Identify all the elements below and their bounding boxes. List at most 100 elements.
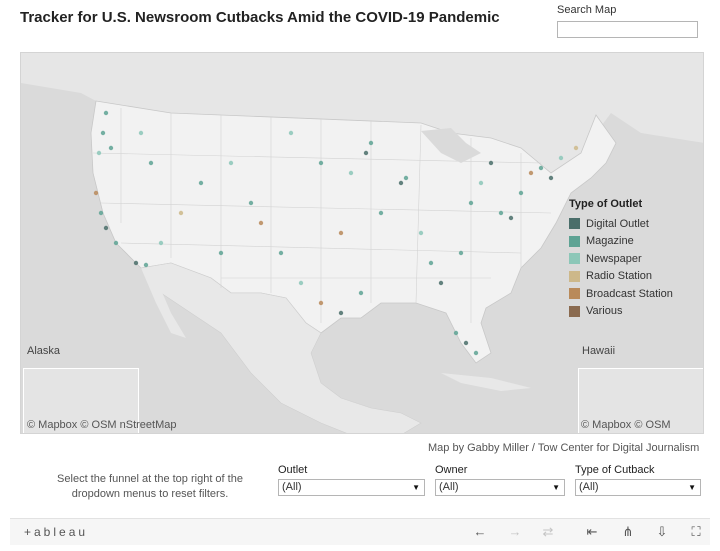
cuba-land: [441, 373, 531, 391]
mexico-land: [140, 262, 422, 433]
undo-icon[interactable]: ←: [473, 524, 487, 539]
outlet-point[interactable]: [473, 350, 479, 356]
outlet-points[interactable]: [93, 110, 579, 356]
share-icon[interactable]: ⋔: [622, 524, 634, 539]
outlet-point[interactable]: [318, 160, 324, 166]
legend-item-digital-outlet[interactable]: Digital Outlet: [569, 215, 691, 233]
outlet-point[interactable]: [338, 230, 344, 236]
legend-item-radio-station[interactable]: Radio Station: [569, 268, 691, 286]
outlet-point[interactable]: [288, 130, 294, 136]
chevron-down-icon: ▼: [552, 483, 560, 492]
legend-item-various[interactable]: Various: [569, 303, 691, 321]
legend-label: Magazine: [586, 235, 634, 248]
attribution-left[interactable]: © Mapbox © OSM nStreetMap: [27, 419, 177, 431]
legend-item-newspaper[interactable]: Newspaper: [569, 250, 691, 268]
outlet-point[interactable]: [398, 180, 404, 186]
outlet-point[interactable]: [368, 140, 374, 146]
outlet-point[interactable]: [143, 262, 149, 268]
legend-label: Digital Outlet: [586, 217, 649, 230]
select-value: (All): [282, 481, 302, 493]
outlet-point[interactable]: [108, 145, 114, 151]
outlet-point[interactable]: [468, 200, 474, 206]
outlet-point[interactable]: [378, 210, 384, 216]
outlet-point[interactable]: [478, 180, 484, 186]
outlet-point[interactable]: [558, 155, 564, 161]
outlet-point[interactable]: [258, 220, 264, 226]
revert-icon[interactable]: ⇄: [542, 524, 554, 539]
outlet-point[interactable]: [133, 260, 139, 266]
outlet-point[interactable]: [463, 340, 469, 346]
outlet-point[interactable]: [548, 175, 554, 181]
outlet-point[interactable]: [453, 330, 459, 336]
outlet-point[interactable]: [103, 225, 109, 231]
filter-label: Owner: [435, 464, 468, 476]
attribution-right[interactable]: © Mapbox © OSM: [581, 419, 671, 431]
redo-icon[interactable]: →: [508, 524, 522, 539]
outlet-point[interactable]: [228, 160, 234, 166]
outlet-point[interactable]: [148, 160, 154, 166]
owner-select[interactable]: (All) ▼: [435, 479, 565, 496]
outlet-point[interactable]: [403, 175, 409, 181]
outlet-point[interactable]: [103, 110, 109, 116]
outlet-point[interactable]: [96, 150, 102, 156]
legend-label: Various: [586, 305, 623, 318]
state-borders: [92, 108, 552, 323]
outlet-point[interactable]: [248, 200, 254, 206]
outlet-point[interactable]: [438, 280, 444, 286]
download-icon[interactable]: ⇩: [656, 524, 668, 539]
map[interactable]: Alaska Hawaii © Mapbox © OSM nStreetMap …: [20, 52, 704, 434]
outlet-point[interactable]: [278, 250, 284, 256]
hawaii-inset[interactable]: [578, 368, 703, 433]
search-map: Search Map: [557, 4, 698, 38]
outlet-point[interactable]: [338, 310, 344, 316]
reset-filters-hint: Select the funnel at the top right of th…: [57, 473, 243, 500]
search-input[interactable]: [557, 20, 698, 38]
hawaii-label: Hawaii: [582, 345, 616, 357]
outlet-point[interactable]: [318, 300, 324, 306]
outlet-point[interactable]: [418, 230, 424, 236]
outlet-select[interactable]: (All) ▼: [278, 479, 425, 496]
tableau-logo[interactable]: +ableau: [24, 525, 89, 539]
outlet-point[interactable]: [573, 145, 579, 151]
legend-swatch: [569, 288, 580, 300]
outlet-point[interactable]: [178, 210, 184, 216]
map-credit: Map by Gabby Miller / Tow Center for Dig…: [428, 442, 700, 454]
outlet-point[interactable]: [138, 130, 144, 136]
legend-swatch: [569, 235, 580, 247]
outlet-point[interactable]: [538, 165, 544, 171]
legend-label: Radio Station: [586, 270, 653, 283]
outlet-point[interactable]: [113, 240, 119, 246]
outlet-point[interactable]: [98, 210, 104, 216]
legend-swatch: [569, 305, 580, 317]
chevron-down-icon: ▼: [688, 483, 696, 492]
outlet-point[interactable]: [298, 280, 304, 286]
legend-title: Type of Outlet: [569, 198, 643, 210]
filter-type-of-cutback: Type of Cutback (All) ▼: [575, 464, 701, 496]
fullscreen-icon[interactable]: ⛶: [691, 524, 701, 539]
legend-label: Broadcast Station: [586, 287, 673, 300]
type-of-cutback-select[interactable]: (All) ▼: [575, 479, 701, 496]
outlet-point[interactable]: [428, 260, 434, 266]
outlet-point[interactable]: [348, 170, 354, 176]
outlet-point[interactable]: [518, 190, 524, 196]
outlet-point[interactable]: [93, 190, 99, 196]
outlet-point[interactable]: [488, 160, 494, 166]
legend-item-broadcast-station[interactable]: Broadcast Station: [569, 285, 691, 303]
outlet-point[interactable]: [458, 250, 464, 256]
outlet-point[interactable]: [358, 290, 364, 296]
filter-label: Type of Cutback: [575, 464, 655, 476]
outlet-point[interactable]: [363, 150, 369, 156]
outlet-point[interactable]: [158, 240, 164, 246]
chevron-down-icon: ▼: [412, 483, 420, 492]
filter-owner: Owner (All) ▼: [435, 464, 565, 496]
outlet-point[interactable]: [508, 215, 514, 221]
outlet-point[interactable]: [198, 180, 204, 186]
alaska-inset[interactable]: [23, 368, 139, 433]
outlet-point[interactable]: [498, 210, 504, 216]
outlet-point[interactable]: [218, 250, 224, 256]
outlet-point[interactable]: [100, 130, 106, 136]
legend-item-magazine[interactable]: Magazine: [569, 233, 691, 251]
great-lakes: [421, 128, 481, 163]
reset-icon[interactable]: ⇤: [586, 524, 598, 539]
outlet-point[interactable]: [528, 170, 534, 176]
